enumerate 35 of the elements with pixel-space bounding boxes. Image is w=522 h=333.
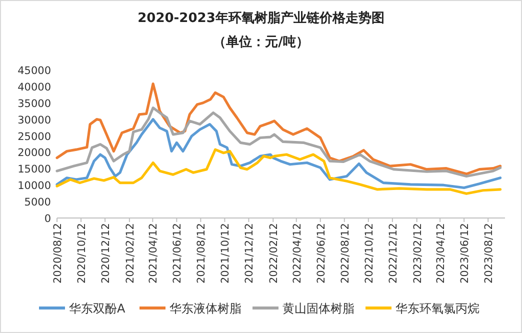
x-tick-label: 2020/10/12 [76,223,88,284]
x-tick-label: 2022/08/12 [339,223,352,284]
y-tick-label: 40000 [18,81,51,94]
chart-title: 2020-2023年环氧树脂产业链价格走势图 [138,10,384,26]
y-tick-label: 20000 [18,147,51,160]
x-tick-label: 2022/02/12 [268,223,280,284]
x-tick-label: 2020/12/12 [100,223,112,284]
x-tick-label: 2020/08/12 [52,223,64,284]
x-tick-label: 2022/06/12 [315,223,328,284]
y-tick-label: 10000 [18,180,51,192]
y-tick-label: 0 [44,213,51,225]
x-tick-label: 2023/02/12 [412,223,424,284]
legend-label: 华东环氧氯丙烷 [396,302,480,316]
x-tick-label: 2021/02/12 [124,223,136,284]
y-tick-label: 30000 [18,114,51,126]
x-tick-label: 2021/06/12 [172,223,184,284]
legend-label: 黄山固体树脂 [282,302,354,316]
x-tick-label: 2023/08/12 [483,223,496,284]
x-tick-label: 2022/12/12 [387,223,400,284]
legend-label: 华东液体树脂 [170,302,242,316]
legend-label: 华东双酚A [69,302,126,316]
x-tick-label: 2021/12/12 [244,223,256,284]
x-tick-label: 2021/08/12 [196,223,208,284]
x-tick-label: 2022/04/12 [291,223,304,284]
y-tick-label: 5000 [24,196,51,209]
x-tick-label: 2021/10/12 [220,223,232,284]
y-tick-label: 15000 [18,164,51,176]
chart-subtitle: （单位：元/吨） [213,34,309,50]
y-tick-label: 45000 [18,65,51,77]
y-tick-label: 35000 [18,98,51,110]
x-tick-label: 2023/04/12 [435,223,448,284]
x-tick-label: 2023/06/12 [459,223,472,284]
y-tick-label: 25000 [18,130,51,143]
x-tick-label: 2021/04/12 [148,223,160,284]
x-tick-label: 2022/10/12 [363,223,376,284]
